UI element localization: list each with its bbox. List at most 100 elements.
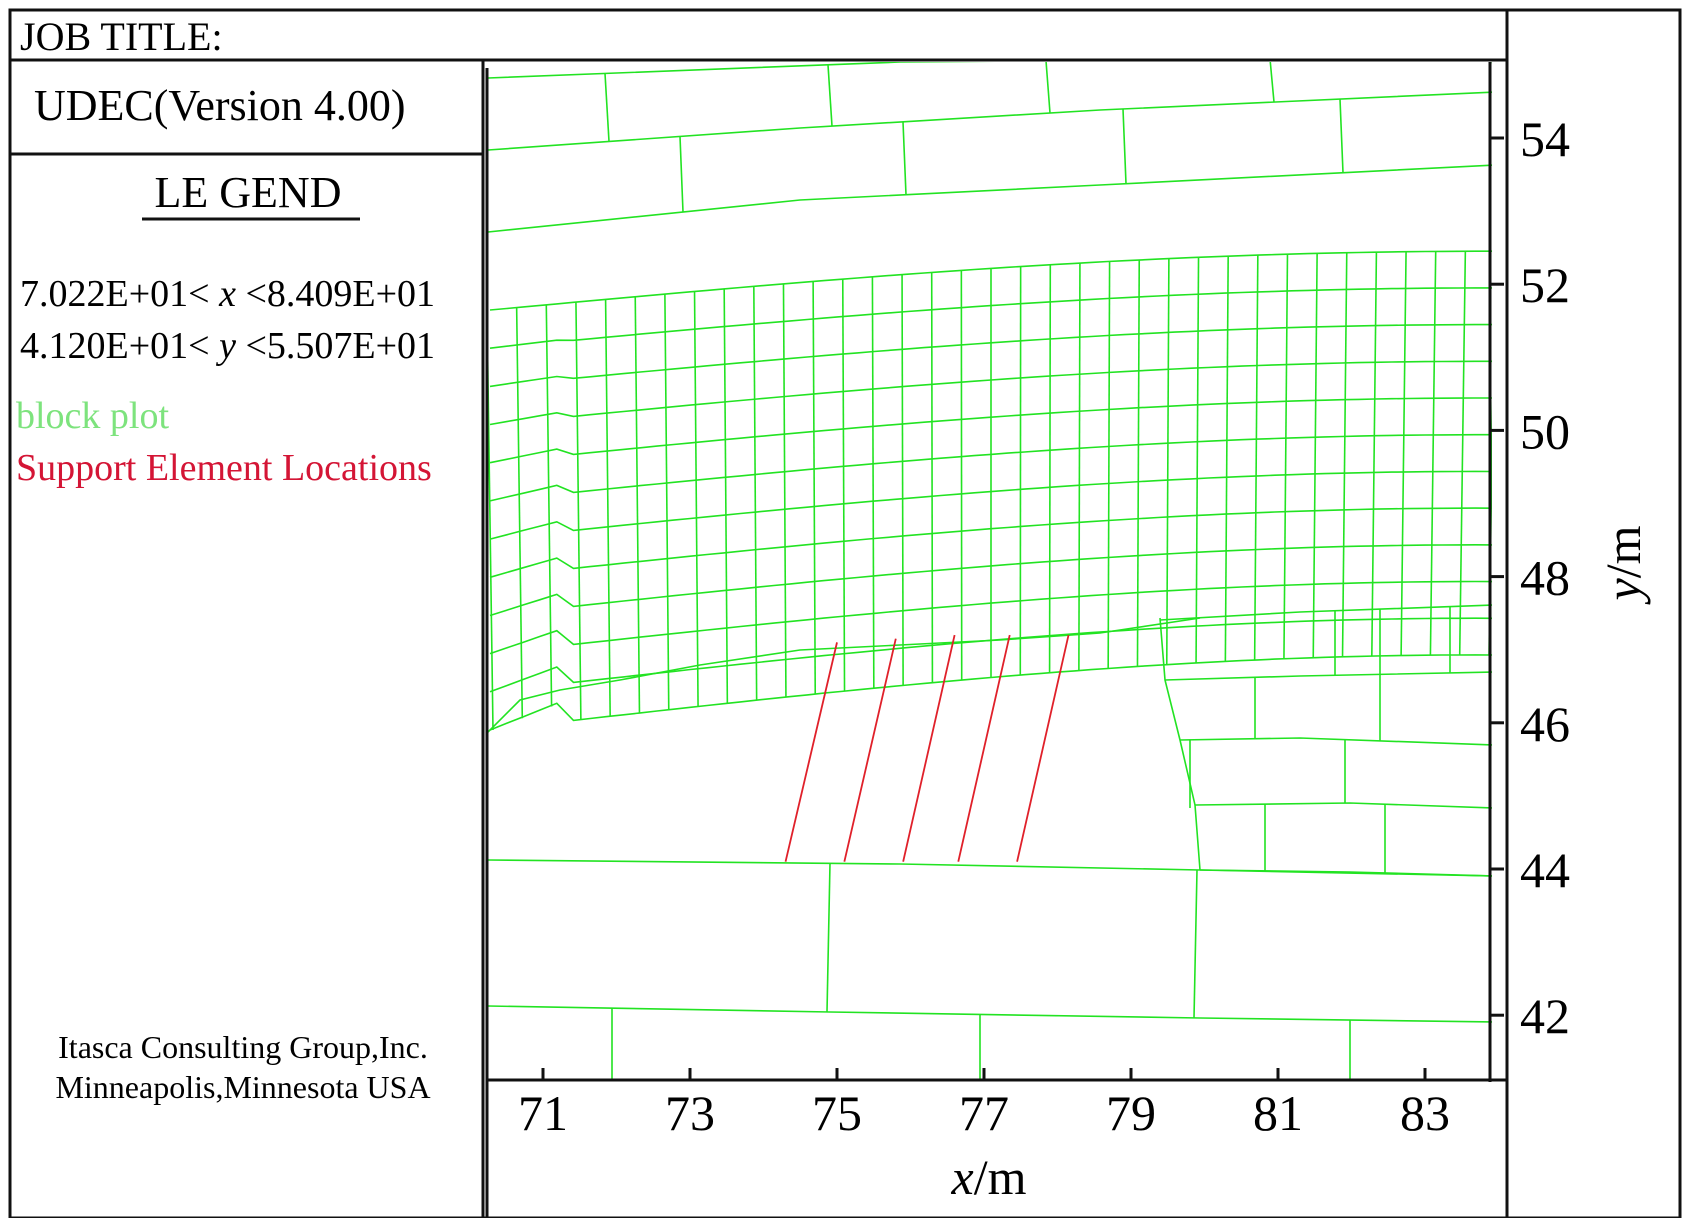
fine-block-vertical-joint [1224, 256, 1229, 662]
stratum-boundary [488, 91, 1492, 151]
fine-block-vertical-joint [1429, 251, 1437, 656]
fine-block-vertical-joint [1048, 264, 1052, 673]
y-tick-label: 48 [1520, 550, 1570, 606]
y-axis-ticks: 54 52 50 48 46 44 42 [1490, 111, 1570, 1044]
x-tick-label: 79 [1106, 1085, 1156, 1141]
x-tick-label: 75 [812, 1085, 862, 1141]
fine-block-vertical-joint [1312, 253, 1318, 658]
fine-block-vertical-joint [488, 323, 494, 731]
x-tick-label: 73 [665, 1085, 715, 1141]
fine-block-vertical-joint [1195, 257, 1200, 663]
floor-stratum-boundary [488, 859, 1492, 877]
block-vertical-joint [1122, 108, 1127, 184]
fine-block-vertical-joint [782, 283, 787, 698]
credit-line-1: Itasca Consulting Group,Inc. [58, 1029, 428, 1065]
fine-block-vertical-joint [1253, 255, 1259, 660]
y-tick-label: 46 [1520, 696, 1570, 752]
y-tick-label: 50 [1520, 403, 1570, 459]
support-element [1016, 634, 1070, 862]
y-range-var: y [215, 325, 236, 367]
floor-vertical-joint [826, 863, 831, 1012]
block-plot [488, 62, 1492, 1080]
x-range-lower: 7.022E+01< [20, 273, 210, 315]
legend-block-plot: block plot [16, 395, 169, 437]
floor-stratum-boundary [488, 1005, 1492, 1023]
fine-block-vertical-joint [871, 276, 875, 689]
rib-face [1159, 617, 1201, 871]
job-title-label: JOB TITLE: [20, 14, 223, 59]
y-range-line: 4.120E+01< y <5.507E+01 [20, 325, 435, 367]
fine-block-vertical-joint [575, 301, 582, 720]
rib-block-joint [1179, 737, 1492, 746]
x-axis-label-unit: /m [974, 1149, 1027, 1205]
y-axis-label-var: y [1595, 578, 1651, 606]
support-element [784, 642, 838, 862]
x-axis-ticks: 71 73 75 77 79 81 83 [518, 1068, 1450, 1141]
y-tick-label: 44 [1520, 842, 1570, 898]
y-axis-label: y/m [1595, 525, 1651, 605]
fine-block-vertical-joint [545, 304, 553, 707]
y-range-upper: <5.507E+01 [245, 325, 435, 367]
block-vertical-joint [902, 121, 907, 195]
fine-block-vertical-joint [664, 293, 670, 710]
fine-block-vertical-joint [604, 299, 611, 717]
fine-block-vertical-joint [812, 281, 817, 695]
fine-block-vertical-joint [1107, 261, 1111, 669]
beam-lower-edge [488, 617, 1201, 733]
rib-block-joint [1159, 604, 1492, 621]
fine-block-vertical-joint [1371, 252, 1378, 657]
legend-heading: LE GEND [155, 168, 342, 217]
credit-line-2: Minneapolis,Minnesota USA [55, 1069, 430, 1105]
support-elements [784, 634, 1070, 862]
block-vertical-joint [827, 64, 833, 127]
support-element [843, 638, 897, 862]
fine-block-vertical-joint [693, 291, 699, 707]
x-axis-label: x/m [951, 1149, 1027, 1205]
y-tick-label: 54 [1520, 111, 1570, 167]
support-element [957, 634, 1011, 862]
fine-block-vertical-joint [723, 288, 729, 704]
fine-block-horizontal-joint [489, 250, 1492, 311]
x-axis-label-var: x [951, 1149, 974, 1205]
fine-block-vertical-joint [1078, 263, 1081, 671]
fine-block-vertical-joint [841, 279, 846, 692]
fine-block-vertical-joint [515, 307, 524, 719]
program-name: UDEC(Version 4.00) [34, 81, 406, 130]
y-range-lower: 4.120E+01< [20, 325, 210, 367]
block-vertical-joint [1491, 62, 1492, 65]
x-range-var: x [218, 273, 236, 315]
fine-block-vertical-joint [901, 274, 904, 686]
rib-block-joint [1164, 671, 1492, 681]
x-tick-label: 83 [1400, 1085, 1450, 1141]
outer-border [8, 8, 1682, 1218]
y-tick-label: 52 [1520, 257, 1570, 313]
fine-block-vertical-joint [1400, 251, 1407, 656]
y-axis-label-unit: /m [1595, 525, 1651, 578]
block-vertical-joint [679, 136, 684, 213]
y-tick-label: 42 [1520, 988, 1570, 1044]
fine-block-vertical-joint [930, 272, 934, 683]
x-tick-label: 71 [518, 1085, 568, 1141]
block-vertical-joint [1339, 99, 1344, 173]
x-tick-label: 81 [1253, 1085, 1303, 1141]
fine-block-vertical-joint [1283, 254, 1289, 659]
stratum-boundary [488, 62, 996, 79]
support-element [902, 634, 956, 862]
stratum-boundary [488, 164, 1492, 233]
fine-block-vertical-joint [1136, 260, 1141, 667]
x-range-upper: <8.409E+01 [245, 273, 435, 315]
fine-block-vertical-joint [753, 286, 758, 701]
fine-block-vertical-joint [1165, 258, 1170, 665]
fine-block-vertical-joint [1458, 251, 1467, 655]
fine-block-vertical-joint [634, 296, 641, 714]
rib-block-joint [1194, 802, 1492, 809]
block-vertical-joint [604, 73, 610, 142]
fine-block-vertical-joint [1341, 252, 1348, 657]
legend-support-elements: Support Element Locations [16, 447, 432, 489]
floor-vertical-joint [1193, 869, 1198, 1018]
x-range-line: 7.022E+01< x <8.409E+01 [20, 273, 435, 315]
x-tick-label: 77 [959, 1085, 1009, 1141]
block-vertical-joint [1269, 62, 1275, 103]
block-vertical-joint [1045, 62, 1051, 114]
